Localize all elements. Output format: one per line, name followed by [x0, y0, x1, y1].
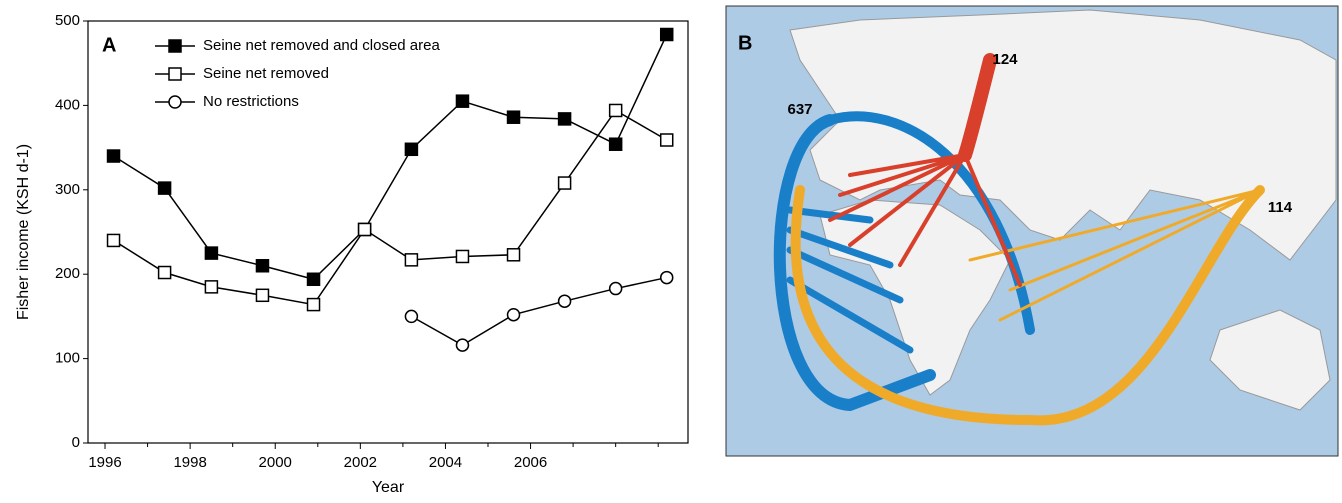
x-axis-label: Year: [372, 479, 405, 496]
panel-label: B: [738, 32, 752, 54]
data-point: [557, 294, 572, 308]
x-tick-label: 1996: [88, 454, 121, 471]
x-tick-label: 2006: [514, 454, 547, 471]
plot-frame: [87, 20, 689, 444]
x-tick-label: 2000: [259, 454, 292, 471]
x-tick-label: 2004: [429, 454, 462, 471]
flow-label: 114: [1268, 199, 1293, 216]
legend-marker: [168, 39, 182, 53]
data-point: [404, 142, 419, 157]
series-line: [113, 109, 668, 306]
data-point: [608, 103, 623, 118]
panel-label: A: [102, 34, 116, 56]
legend-marker: [168, 67, 182, 81]
data-point: [659, 133, 674, 147]
data-point: [404, 253, 419, 267]
data-point: [255, 288, 270, 303]
data-point: [608, 281, 623, 296]
data-point: [204, 280, 219, 294]
y-tick-label: 300: [55, 181, 80, 198]
red-flow: [958, 53, 997, 162]
flow-label: 637: [787, 101, 812, 118]
y-tick-label: 200: [55, 265, 80, 282]
data-point: [306, 272, 321, 287]
legend-label: No restrictions: [203, 93, 299, 110]
data-point: [204, 246, 219, 260]
data-point: [157, 181, 172, 195]
data-point: [455, 249, 470, 264]
data-point: [608, 137, 623, 151]
y-axis-label: Fisher income (KSH d-1): [15, 144, 32, 320]
legend-marker: [168, 95, 182, 109]
y-tick-label: 500: [55, 12, 80, 29]
series-line: [411, 276, 667, 346]
flow-label: 124: [992, 51, 1018, 68]
orange-flow: [968, 188, 1262, 322]
data-point: [306, 297, 321, 312]
data-point: [357, 222, 372, 237]
data-point: [659, 270, 674, 285]
africa: [819, 199, 1011, 396]
data-point: [106, 233, 121, 248]
y-tick-label: 0: [72, 434, 80, 451]
data-point: [455, 338, 470, 352]
y-tick-label: 400: [55, 96, 80, 113]
data-point: [506, 307, 521, 322]
data-point: [106, 149, 121, 163]
orange-flow: [790, 185, 1265, 426]
legend-label: Seine net removed: [203, 65, 329, 82]
blue-flow: [773, 114, 936, 412]
blue-flow: [786, 206, 914, 354]
map-panel: B 637 124 114: [725, 5, 1339, 457]
data-point: [557, 176, 572, 190]
series-line: [113, 34, 668, 281]
australia: [1209, 309, 1331, 411]
data-point: [506, 110, 521, 124]
data-point: [506, 248, 521, 262]
data-point: [659, 27, 674, 42]
data-point: [455, 94, 470, 108]
x-tick-label: 2002: [344, 454, 377, 471]
data-point: [255, 259, 270, 273]
y-tick-label: 100: [55, 350, 80, 367]
eurasia: [789, 9, 1337, 261]
data-point: [157, 265, 172, 280]
legend-label: Seine net removed and closed area: [203, 37, 440, 54]
flow-arrows: [773, 53, 1265, 426]
x-tick-label: 1998: [173, 454, 206, 471]
data-point: [557, 112, 572, 126]
red-flow: [828, 153, 1022, 287]
data-point: [404, 309, 419, 324]
